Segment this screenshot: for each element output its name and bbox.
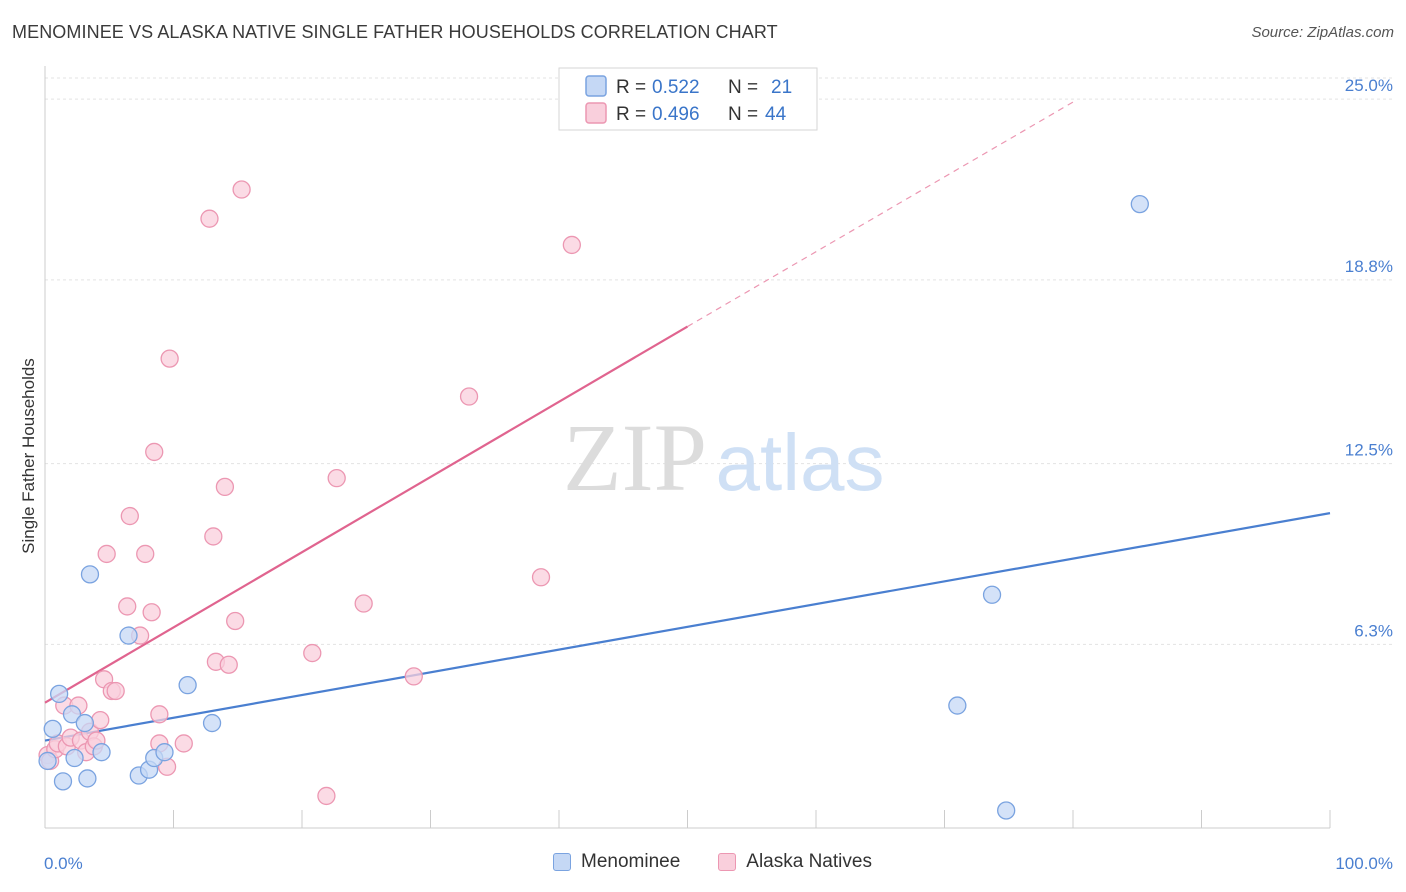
bottom-legend-swatch-menominee (553, 853, 571, 871)
legend-swatch-alaska-natives (585, 102, 607, 124)
data-point-menominee (49, 684, 69, 704)
data-point-alaska-natives (136, 544, 155, 564)
source-credit: Source: ZipAtlas.com (1251, 24, 1394, 41)
data-point-menominee (119, 626, 138, 645)
bottom-legend: Menominee Alaska Natives (553, 851, 900, 873)
data-point-alaska-natives (562, 235, 581, 255)
data-point-menominee (62, 705, 82, 724)
legend-r-value: 0.522 (652, 77, 700, 98)
trend-extension-alaska-natives (687, 101, 1074, 328)
data-point-menominee (75, 713, 94, 733)
x-tick-labels: 0.0% 100.0% (44, 854, 1393, 873)
data-point-alaska-natives (204, 527, 223, 546)
data-point-menominee (80, 565, 100, 584)
data-point-alaska-natives (327, 469, 346, 488)
data-point-alaska-natives (226, 611, 245, 631)
trend-line-menominee (44, 512, 1331, 742)
y-tick-label: 25.0% (1345, 76, 1393, 95)
data-point-alaska-natives (303, 643, 322, 663)
bottom-legend-menominee: Menominee (553, 851, 680, 873)
data-point-menominee (982, 585, 1002, 604)
legend-n-label: N = (728, 104, 758, 125)
data-point-alaska-natives (404, 667, 423, 686)
bottom-legend-swatch-alaska-natives (718, 853, 737, 871)
data-point-alaska-natives (97, 544, 116, 564)
chart-title: MENOMINEE VS ALASKA NATIVE SINGLE FATHER… (12, 22, 778, 42)
legend-r-label: R = (616, 77, 646, 98)
y-tick-label: 18.8% (1345, 257, 1393, 276)
data-point-alaska-natives (150, 705, 169, 724)
data-point-alaska-natives (106, 681, 125, 701)
data-point-menominee (1130, 194, 1149, 214)
axes (44, 66, 1331, 829)
data-point-alaska-natives (91, 710, 110, 730)
bottom-legend-alaska-natives: Alaska Natives (718, 851, 872, 873)
data-point-alaska-natives (145, 442, 164, 462)
data-point-menominee (65, 748, 84, 768)
legend-row-menominee: R = 0.522 N = 21 (585, 75, 792, 98)
data-point-alaska-natives (354, 594, 373, 613)
legend-n-value: 21 (771, 77, 792, 98)
data-point-alaska-natives (317, 786, 336, 806)
x-tick-label: 0.0% (44, 854, 83, 873)
data-point-alaska-natives (142, 603, 161, 622)
data-point-alaska-natives (531, 568, 551, 587)
legend-n-value: 44 (765, 104, 787, 125)
x-tick-label: 100.0% (1335, 854, 1393, 873)
y-tick-label: 6.3% (1354, 621, 1393, 640)
trend-lines (44, 101, 1331, 742)
y-tick-labels: 6.3% 12.5% 18.8% 25.0% (1345, 76, 1393, 640)
data-point-menominee (38, 751, 57, 771)
data-point-alaska-natives (120, 506, 139, 526)
data-point-alaska-natives (219, 655, 238, 674)
legend-swatch-menominee (585, 75, 607, 97)
data-point-menominee (43, 719, 62, 739)
data-point-alaska-natives (118, 597, 137, 616)
trend-line-alaska-natives (44, 325, 689, 704)
data-point-menominee (78, 769, 97, 788)
legend-r-label: R = (616, 104, 646, 125)
legend-r-value: 0.496 (652, 104, 700, 125)
data-points (38, 180, 1149, 820)
data-point-alaska-natives (232, 180, 251, 199)
data-point-menominee (92, 743, 111, 762)
bottom-legend-label-alaska-natives: Alaska Natives (746, 851, 872, 872)
y-tick-label: 12.5% (1345, 441, 1393, 460)
data-point-alaska-natives (215, 477, 235, 497)
data-point-menominee (997, 801, 1016, 820)
watermark-zip: ZIP (563, 404, 707, 511)
data-point-menominee (948, 696, 967, 715)
data-point-alaska-natives (160, 349, 179, 368)
data-point-menominee (202, 713, 222, 733)
data-point-menominee (53, 772, 73, 791)
data-point-alaska-natives (174, 734, 193, 753)
bottom-legend-label-menominee: Menominee (581, 851, 681, 872)
legend-box: R = 0.522 N = 21 R = 0.496 N = 44 (558, 67, 818, 131)
y-axis-title: Single Father Households (19, 358, 38, 554)
data-point-menominee (178, 675, 197, 695)
grid-lines (45, 77, 1392, 645)
legend-row-alaska-natives: R = 0.496 N = 44 (585, 102, 787, 125)
data-point-alaska-natives (459, 387, 479, 406)
legend-n-label: N = (728, 77, 758, 98)
data-point-menominee (155, 743, 174, 762)
data-point-alaska-natives (200, 209, 219, 228)
watermark-atlas: atlas (716, 418, 885, 507)
watermark: ZIP atlas (563, 404, 884, 511)
